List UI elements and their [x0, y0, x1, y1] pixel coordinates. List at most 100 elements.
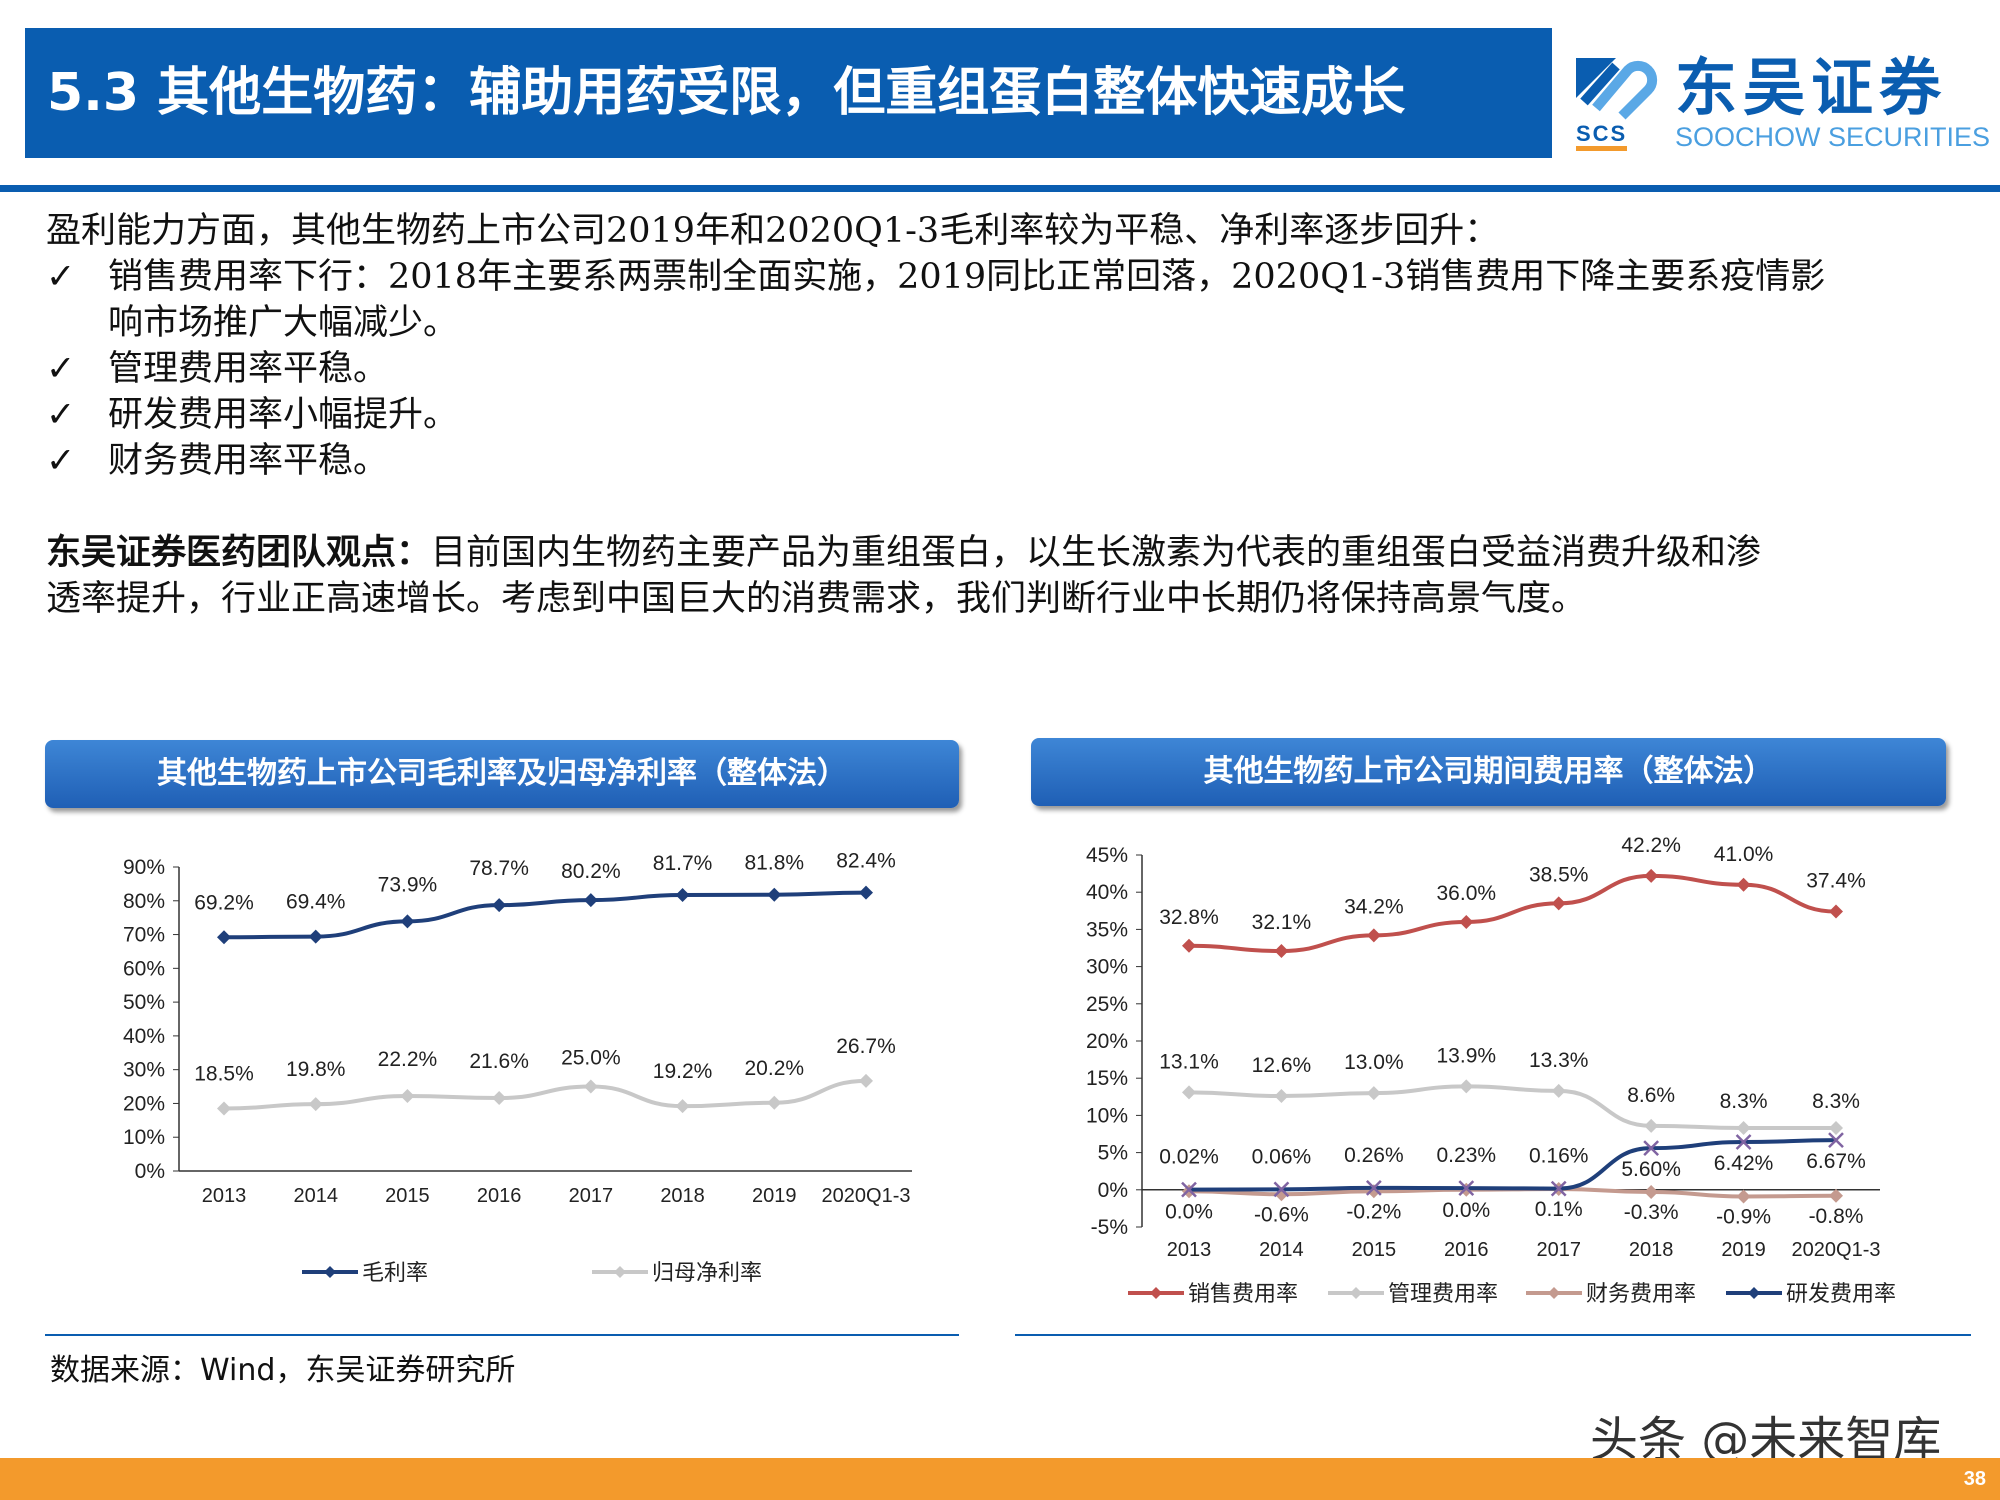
data-label: 19.2% [653, 1060, 713, 1083]
y-tick-label: 10% [1086, 1104, 1128, 1127]
y-tick-label: 20% [1086, 1030, 1128, 1053]
data-label: 37.4% [1806, 870, 1866, 893]
check-icon: ✓ [46, 349, 76, 389]
data-label: -0.2% [1346, 1200, 1401, 1223]
data-label: 8.6% [1627, 1084, 1675, 1107]
data-point [1459, 1079, 1474, 1094]
x-tick-label: 2019 [752, 1185, 797, 1207]
data-label: 38.5% [1529, 863, 1589, 886]
y-tick-label: 30% [1086, 956, 1128, 979]
data-label: 13.1% [1159, 1050, 1219, 1073]
data-point [492, 898, 507, 913]
data-point [1181, 1181, 1197, 1198]
chart1-title: 其他生物药上市公司毛利率及归母净利率（整体法） [45, 740, 959, 808]
data-point [1828, 1132, 1844, 1149]
data-point [1829, 904, 1843, 919]
data-point [308, 929, 323, 944]
legend-label: 归母净利率 [652, 1260, 762, 1285]
data-label: 21.6% [469, 1050, 529, 1073]
slide-title: 5.3 其他生物药：辅助用药受限，但重组蛋白整体快速成长 [25, 28, 1552, 158]
legend-label: 管理费用率 [1388, 1281, 1498, 1306]
bullet-text: 财务费用率平稳。 [108, 441, 389, 481]
data-label: 5.60% [1621, 1158, 1681, 1181]
y-tick-label: 90% [123, 856, 165, 879]
data-point [1273, 1181, 1290, 1198]
x-tick-label: 2015 [1352, 1239, 1397, 1261]
data-label: 12.6% [1252, 1054, 1312, 1077]
y-tick-label: 45% [1086, 844, 1128, 867]
data-label: 69.2% [194, 891, 254, 914]
x-tick-label: 2014 [1259, 1239, 1304, 1261]
series-line [1188, 1084, 1836, 1131]
data-point [1644, 868, 1659, 883]
data-point [1550, 1180, 1567, 1197]
header-divider [0, 185, 2000, 192]
logo-en: SOOCHOW SECURITIES [1675, 122, 1991, 152]
legend-marker [1350, 1287, 1362, 1299]
data-label: 73.9% [378, 873, 438, 896]
x-tick-label: 2020Q1-3 [822, 1185, 911, 1207]
bullet-text: 管理费用率平稳。 [108, 349, 389, 389]
bullet-item: ✓ 财务费用率平稳。 [46, 438, 1976, 484]
y-tick-label: 35% [1086, 918, 1128, 941]
data-label: 81.8% [745, 852, 805, 875]
data-point [1736, 877, 1751, 892]
data-label: 13.0% [1344, 1051, 1404, 1074]
data-label: 8.3% [1720, 1090, 1768, 1113]
chart2-rule [1015, 1334, 1971, 1336]
legend-label: 研发费用率 [1786, 1281, 1896, 1306]
data-label: 13.3% [1529, 1049, 1589, 1072]
data-point [859, 1073, 873, 1088]
data-point [492, 1091, 507, 1106]
check-icon: ✓ [46, 441, 76, 481]
logo-abbr: SCS [1576, 122, 1628, 151]
x-tick-label: 2018 [660, 1185, 705, 1207]
data-label: 8.3% [1812, 1090, 1860, 1113]
data-label: 6.42% [1714, 1152, 1774, 1175]
legend-marker [324, 1266, 336, 1278]
y-tick-label: 0% [1098, 1179, 1128, 1202]
data-label: 6.67% [1806, 1150, 1866, 1173]
legend-marker [1150, 1287, 1162, 1299]
x-tick-label: 2014 [293, 1185, 338, 1207]
data-label: -0.3% [1624, 1201, 1679, 1224]
data-point [583, 1079, 598, 1094]
bullet-item: ✓ 销售费用率下行：2018年主要系两票制全面实施，2019同比正常回落，2020… [46, 254, 1976, 346]
bullet-text: 响市场推广大幅减少。 [108, 303, 459, 343]
data-label: 0.0% [1442, 1199, 1490, 1222]
data-label: 26.7% [836, 1035, 896, 1058]
data-label: 32.1% [1252, 911, 1312, 934]
logo-mark-icon [1576, 58, 1658, 120]
data-point [1551, 896, 1566, 911]
legend-marker [1748, 1287, 1760, 1299]
logo-cn: 东吴证券 [1675, 51, 1948, 124]
data-point [400, 914, 415, 929]
x-tick-label: 2018 [1629, 1239, 1674, 1261]
x-tick-label: 2020Q1-3 [1792, 1239, 1881, 1261]
x-tick-label: 2013 [202, 1185, 247, 1207]
data-point [1735, 1134, 1752, 1150]
bullet-text: 研发费用率小幅提升。 [108, 395, 459, 435]
team-view-label: 东吴证券医药团队观点： [46, 532, 432, 573]
team-view-cont: 透率提升，行业正高速增长。考虑到中国巨大的消费需求，我们判断行业中长期仍将保持高… [46, 579, 1587, 619]
data-point [217, 1101, 231, 1116]
y-tick-label: 15% [1086, 1067, 1128, 1090]
data-label: 22.2% [378, 1048, 438, 1071]
series-line [1188, 1138, 1837, 1192]
data-label: 0.16% [1529, 1145, 1589, 1168]
y-tick-label: 80% [123, 890, 165, 913]
data-point [675, 888, 690, 903]
y-tick-label: 40% [1086, 881, 1128, 904]
data-point [1182, 1085, 1196, 1100]
y-tick-label: 60% [123, 957, 165, 980]
data-point [1365, 1179, 1382, 1196]
data-label: 80.2% [561, 860, 621, 883]
data-point [217, 930, 231, 945]
legend-label: 毛利率 [362, 1260, 428, 1285]
y-tick-label: 20% [123, 1092, 165, 1115]
page-number: 38 [1963, 1468, 1986, 1490]
data-label: 25.0% [561, 1047, 621, 1070]
data-label: 0.1% [1535, 1198, 1583, 1221]
